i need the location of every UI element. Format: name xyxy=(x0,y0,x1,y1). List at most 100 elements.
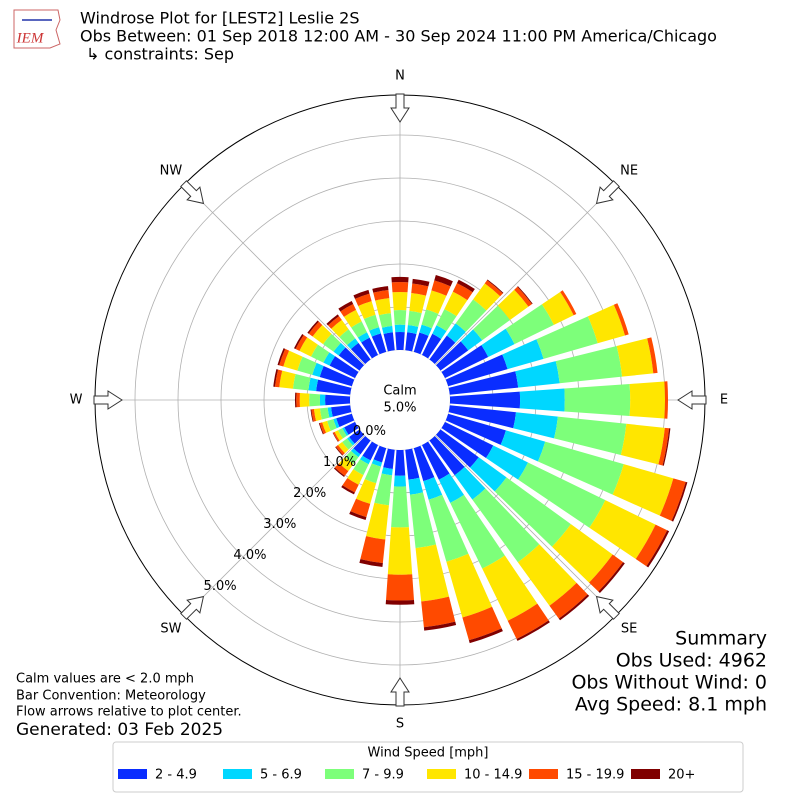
bar-segment xyxy=(412,278,430,287)
bar-segment xyxy=(629,381,666,419)
plot: Calm 5.0% 0.0% 1.0% 2.0% 3.0% 4.0% 5.0% N NE E SE S S… xyxy=(70,69,729,732)
legend-label: 20+ xyxy=(668,768,695,783)
bar-segment xyxy=(361,337,379,359)
bar-segment xyxy=(292,373,311,391)
flow-arrow xyxy=(390,93,410,123)
bar-segment xyxy=(612,464,674,516)
bar-segment xyxy=(421,333,442,359)
bar-segment xyxy=(326,314,340,326)
flow-arrow xyxy=(180,180,205,205)
bar-segment xyxy=(277,348,286,366)
compass-label: W xyxy=(70,393,83,408)
bar-segment xyxy=(616,338,654,377)
summary-line: Obs Without Wind: 0 xyxy=(571,672,767,694)
r-tick-label: 0.0% xyxy=(353,424,386,439)
bar-segment xyxy=(454,466,486,500)
bar-segment xyxy=(421,441,450,480)
bar-segment xyxy=(423,477,443,500)
bar-segment xyxy=(513,412,558,439)
r-tick-label: 5.0% xyxy=(204,579,237,594)
bar-segment xyxy=(408,477,424,495)
spoke xyxy=(435,435,616,616)
spoke xyxy=(435,184,616,365)
bar-segment xyxy=(372,286,389,293)
r-tick-label: 4.0% xyxy=(233,548,266,563)
bar-segment xyxy=(322,420,331,433)
bar-segment xyxy=(589,554,624,592)
bar-segment xyxy=(462,606,502,641)
bar-segment xyxy=(340,304,357,317)
flow-arrow xyxy=(93,390,123,410)
bar-segment xyxy=(500,430,546,462)
bar-segment xyxy=(394,449,406,476)
bar-segment xyxy=(564,383,631,417)
bar-segment xyxy=(431,280,451,296)
bar-segment xyxy=(323,352,336,366)
bar-segment xyxy=(333,467,345,477)
bar-segment xyxy=(333,431,340,442)
bar-segment xyxy=(635,524,668,567)
bar-segment xyxy=(415,544,450,602)
bar-segment xyxy=(664,381,669,419)
bar-segment xyxy=(391,282,409,293)
bar-segment xyxy=(336,413,355,427)
bar-segment xyxy=(387,527,413,575)
bar-segment xyxy=(335,445,345,456)
bar-segment xyxy=(312,362,324,377)
bar-segment xyxy=(658,427,670,466)
bar-segment xyxy=(391,276,409,283)
bar-segment xyxy=(307,320,319,334)
bar-segment xyxy=(296,392,300,408)
bar-segment xyxy=(429,335,456,365)
bar-segment xyxy=(319,394,326,406)
legend-box xyxy=(112,741,744,793)
bar-segment xyxy=(448,371,519,395)
bar-segment xyxy=(327,407,333,418)
bar-segment xyxy=(362,441,379,461)
bar-segment xyxy=(373,445,387,463)
bar-segment xyxy=(555,345,623,384)
bar-segment xyxy=(310,344,330,363)
bar-segment xyxy=(425,290,447,314)
bar-segment xyxy=(353,289,370,299)
bar-segment xyxy=(316,379,352,395)
bar-segment xyxy=(551,524,613,583)
bar-segment xyxy=(374,473,393,506)
legend-swatch xyxy=(223,769,252,779)
bar-segment xyxy=(297,356,317,375)
bar-segment xyxy=(358,301,376,319)
bar-segment xyxy=(327,316,342,329)
bar-segment xyxy=(371,333,387,355)
bar-segment xyxy=(460,329,483,351)
flow-arrow xyxy=(595,595,620,620)
bar-segment xyxy=(405,448,420,480)
bar-segment xyxy=(333,342,346,356)
bar-segment xyxy=(409,492,437,549)
compass-label: S xyxy=(396,717,404,732)
bar-segment xyxy=(407,325,419,334)
generated: Generated: 03 Feb 2025 xyxy=(16,720,223,740)
bar-segment xyxy=(519,388,565,412)
bar-segment xyxy=(441,345,489,379)
legend-swatch xyxy=(529,769,558,779)
bar-segment xyxy=(419,324,432,336)
bar-segment xyxy=(363,314,380,331)
bar-segment xyxy=(385,600,415,605)
bar-segment xyxy=(428,494,469,562)
bar-segment xyxy=(502,339,544,370)
bar-segment xyxy=(308,321,323,337)
bar-segment xyxy=(309,393,321,407)
bar-segment xyxy=(371,459,383,467)
legend-label: 5 - 6.9 xyxy=(260,768,302,783)
bar-segment xyxy=(350,448,361,458)
note: Calm values are < 2.0 mph xyxy=(16,672,194,687)
bar-segment xyxy=(468,628,503,644)
bar-segment xyxy=(472,488,540,563)
spoke xyxy=(184,184,365,365)
legend-label: 7 - 9.9 xyxy=(362,768,404,783)
bar-segment xyxy=(342,478,359,493)
bar-segment xyxy=(331,319,349,338)
bar-segment xyxy=(413,445,435,482)
legend-label: 2 - 4.9 xyxy=(155,768,197,783)
